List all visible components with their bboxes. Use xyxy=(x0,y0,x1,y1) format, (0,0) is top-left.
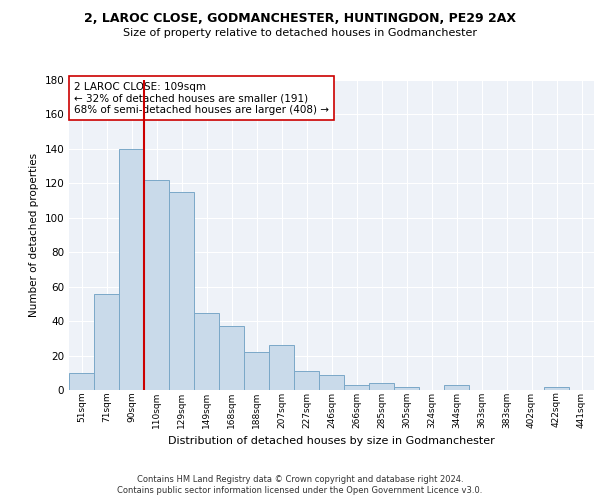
Bar xyxy=(119,149,144,390)
Y-axis label: Number of detached properties: Number of detached properties xyxy=(29,153,39,317)
Bar xyxy=(294,371,319,390)
Bar xyxy=(269,345,294,390)
Text: Contains HM Land Registry data © Crown copyright and database right 2024.: Contains HM Land Registry data © Crown c… xyxy=(137,475,463,484)
Bar xyxy=(444,385,469,390)
Bar xyxy=(369,383,394,390)
Bar xyxy=(394,386,419,390)
Bar xyxy=(319,374,344,390)
Text: Contains public sector information licensed under the Open Government Licence v3: Contains public sector information licen… xyxy=(118,486,482,495)
Bar xyxy=(544,386,569,390)
Bar xyxy=(344,385,369,390)
Bar xyxy=(219,326,244,390)
Text: 2 LAROC CLOSE: 109sqm
← 32% of detached houses are smaller (191)
68% of semi-det: 2 LAROC CLOSE: 109sqm ← 32% of detached … xyxy=(74,82,329,115)
Bar xyxy=(69,373,94,390)
Text: 2, LAROC CLOSE, GODMANCHESTER, HUNTINGDON, PE29 2AX: 2, LAROC CLOSE, GODMANCHESTER, HUNTINGDO… xyxy=(84,12,516,26)
Bar xyxy=(194,312,219,390)
Bar xyxy=(144,180,169,390)
Bar xyxy=(94,294,119,390)
X-axis label: Distribution of detached houses by size in Godmanchester: Distribution of detached houses by size … xyxy=(168,436,495,446)
Text: Size of property relative to detached houses in Godmanchester: Size of property relative to detached ho… xyxy=(123,28,477,38)
Bar xyxy=(244,352,269,390)
Bar xyxy=(169,192,194,390)
